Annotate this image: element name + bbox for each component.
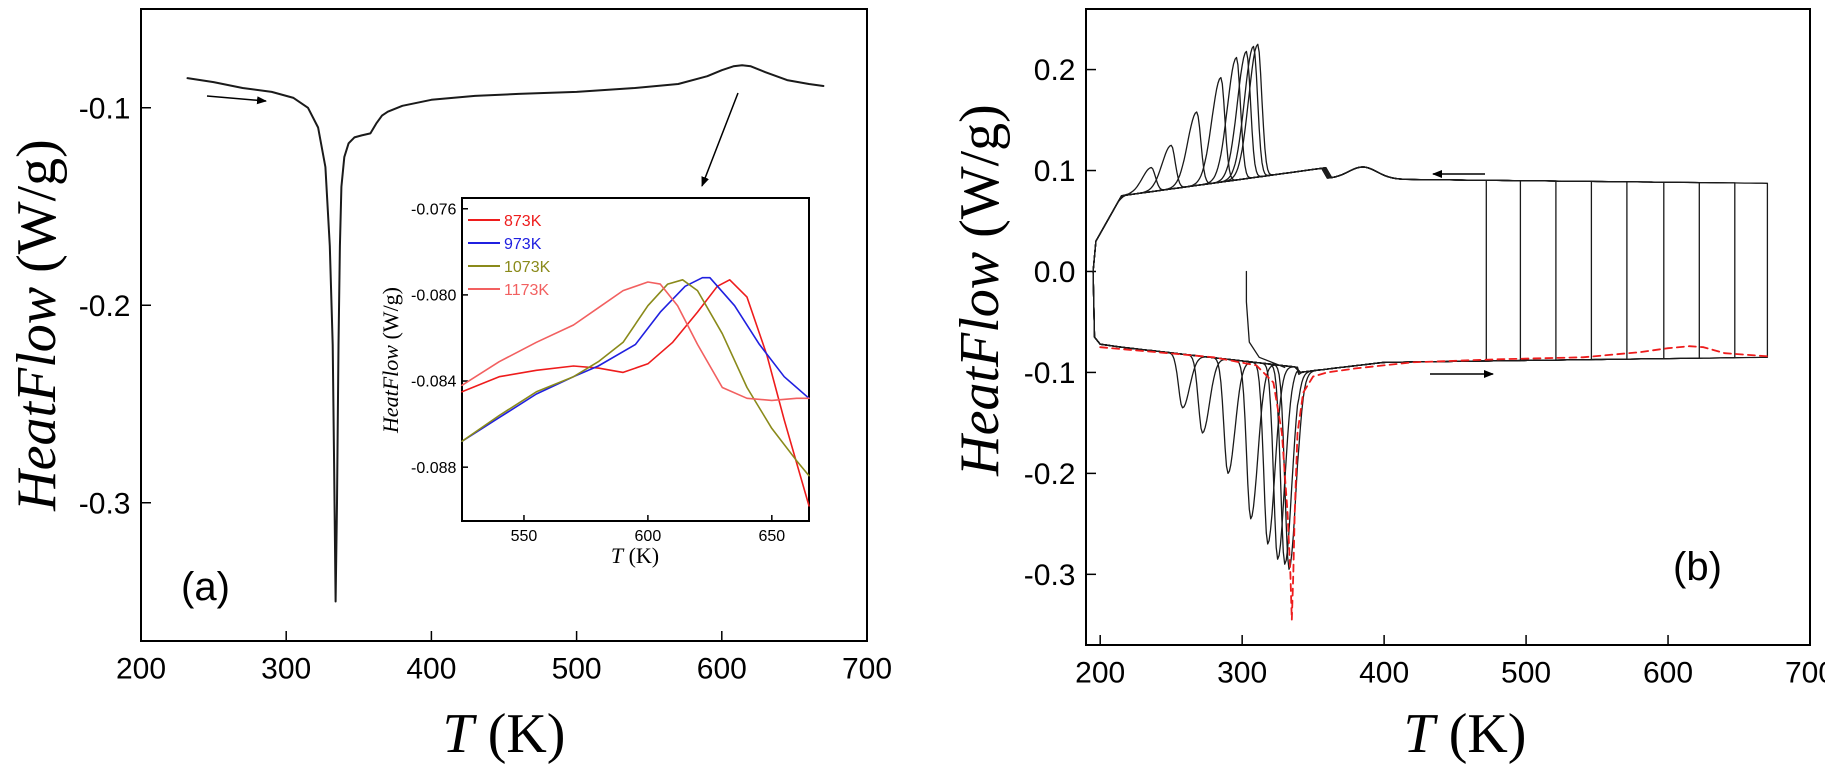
plot-a-xtick-label: 600 xyxy=(697,653,747,686)
plot-a-ytick-label: -0.3 xyxy=(79,487,131,520)
plot-b-cycle-622 xyxy=(1092,166,1700,373)
legend-label-1073K: 1073K xyxy=(504,259,551,276)
legend-label-873K: 873K xyxy=(504,213,542,230)
plot-b-xtick-label: 400 xyxy=(1359,657,1409,690)
inset-legend: 873K 973K 1073K 1173K xyxy=(468,213,551,299)
panel-a: 200 300 400 500 600 700 -0.1 -0.2 -0.3 T (K) Hea… xyxy=(6,8,892,765)
plot-b-heating-dip xyxy=(1201,355,1260,475)
inset-xlabel: T (K) xyxy=(611,543,659,568)
plot-b-heating-dip xyxy=(1156,350,1215,409)
panel-b-label: (b) xyxy=(1673,545,1722,589)
plot-b-series xyxy=(1092,43,1769,621)
plot-b-ytick-label: -0.3 xyxy=(1024,559,1076,592)
inset-series-973K xyxy=(461,276,810,443)
plot-a-series-line xyxy=(186,64,825,603)
inset-series xyxy=(461,276,810,507)
plot-b-ticks: 200 300 400 500 600 700 -0.3 -0.2 -0.1 0.0 0.1 0.2 xyxy=(1024,54,1825,689)
plot-b-ytick-label: -0.2 xyxy=(1024,458,1076,491)
legend-label-1173K: 1173K xyxy=(504,282,549,299)
panel-a-label: (a) xyxy=(181,565,230,609)
panel-b: 200300400500600700-0.3-0.2-0.10.00.10.2 … xyxy=(949,8,1825,765)
plot-b-cycle-496 xyxy=(1092,166,1522,373)
panel-a-inset: 550 600 650 -0.076 -0.080 -0.084 -0.088 873K 97… xyxy=(378,197,810,568)
plot-b-ytick-label: 0.1 xyxy=(1034,155,1076,188)
plot-b-frame xyxy=(1085,8,1811,646)
legend-label-973K: 973K xyxy=(504,236,542,253)
plot-a-ytick-label: -0.1 xyxy=(79,92,131,125)
plot-a-series xyxy=(186,64,825,603)
inset-series-873K xyxy=(461,279,810,507)
plot-b-cooling-peak xyxy=(1116,166,1172,204)
plot-b-cycle-647 xyxy=(1092,166,1736,373)
plot-b-cooling-peak xyxy=(1136,144,1192,195)
plot-b-cycle-571 xyxy=(1092,166,1628,373)
plot-b-cooling-peak xyxy=(1162,111,1218,191)
inset-pointer-arrow xyxy=(701,92,739,187)
plot-a-xtick-label: 300 xyxy=(261,653,311,686)
plot-a-ylabel: HeatFlow (W/g) xyxy=(6,139,68,512)
plot-b-xtick-label: 300 xyxy=(1217,657,1267,690)
plot-b-xtick-label: 700 xyxy=(1785,657,1825,690)
inset-xtick-label: 600 xyxy=(635,528,662,545)
plot-b-cooling-peak xyxy=(1218,45,1275,183)
plot-b-ytick-label: 0.0 xyxy=(1034,256,1076,289)
inset-ytick-label: -0.084 xyxy=(411,374,456,391)
inset-ytick-label: -0.088 xyxy=(411,460,456,477)
plot-b-start-trace xyxy=(1245,270,1286,369)
plot-b-cooling-peak xyxy=(1223,43,1279,183)
plot-b-heating-dip xyxy=(1176,352,1235,434)
plot-a-ytick-label: -0.2 xyxy=(79,290,131,323)
inset-ticks: 550 600 650 -0.076 -0.080 -0.084 -0.088 xyxy=(411,201,785,545)
plot-b-heating-dip xyxy=(1258,362,1317,565)
inset-frame xyxy=(461,197,810,522)
inset-ytick-label: -0.080 xyxy=(411,288,456,305)
plot-b-dashed-reference xyxy=(1099,345,1769,621)
plot-b-cycle-670 xyxy=(1092,166,1769,373)
plot-b-cycle-546 xyxy=(1092,166,1593,373)
plot-a-xtick-label: 200 xyxy=(116,653,166,686)
plot-b-cycle-472 xyxy=(1092,166,1487,373)
plot-b-ytick-label: 0.2 xyxy=(1034,54,1076,87)
inset-xtick-label: 650 xyxy=(758,528,785,545)
inset-xtick-label: 550 xyxy=(511,528,538,545)
plot-b-cooling-peak xyxy=(1201,56,1258,186)
plot-b-xtick-label: 200 xyxy=(1075,657,1125,690)
plot-a-xtick-label: 700 xyxy=(842,653,892,686)
inset-ylabel: HeatFlow (W/g) xyxy=(378,287,403,434)
plot-b-ylabel: HeatFlow (W/g) xyxy=(949,104,1011,477)
plot-b-ytick-label: -0.1 xyxy=(1024,357,1076,390)
plot-b-xtick-label: 600 xyxy=(1643,657,1693,690)
plot-a-xtick-label: 400 xyxy=(406,653,456,686)
plot-b-heating-dip xyxy=(1262,362,1321,570)
plot-b-xlabel: T (K) xyxy=(1404,703,1527,765)
plot-a-ticks: 200 300 400 500 600 700 -0.1 -0.2 -0.3 xyxy=(79,92,892,685)
plot-b-xtick-label: 500 xyxy=(1501,657,1551,690)
plot-a-xtick-label: 500 xyxy=(552,653,602,686)
inset-ytick-label: -0.076 xyxy=(411,201,456,218)
plot-b-cooling-peak xyxy=(1211,50,1267,184)
inset-series-1173K xyxy=(461,281,810,402)
inset-series-1073K xyxy=(461,279,810,477)
heating-direction-arrow-a xyxy=(206,95,267,105)
plot-a-xlabel: T (K) xyxy=(443,703,566,765)
plot-a-frame xyxy=(140,8,868,642)
plot-b-cycle-597 xyxy=(1092,166,1665,373)
